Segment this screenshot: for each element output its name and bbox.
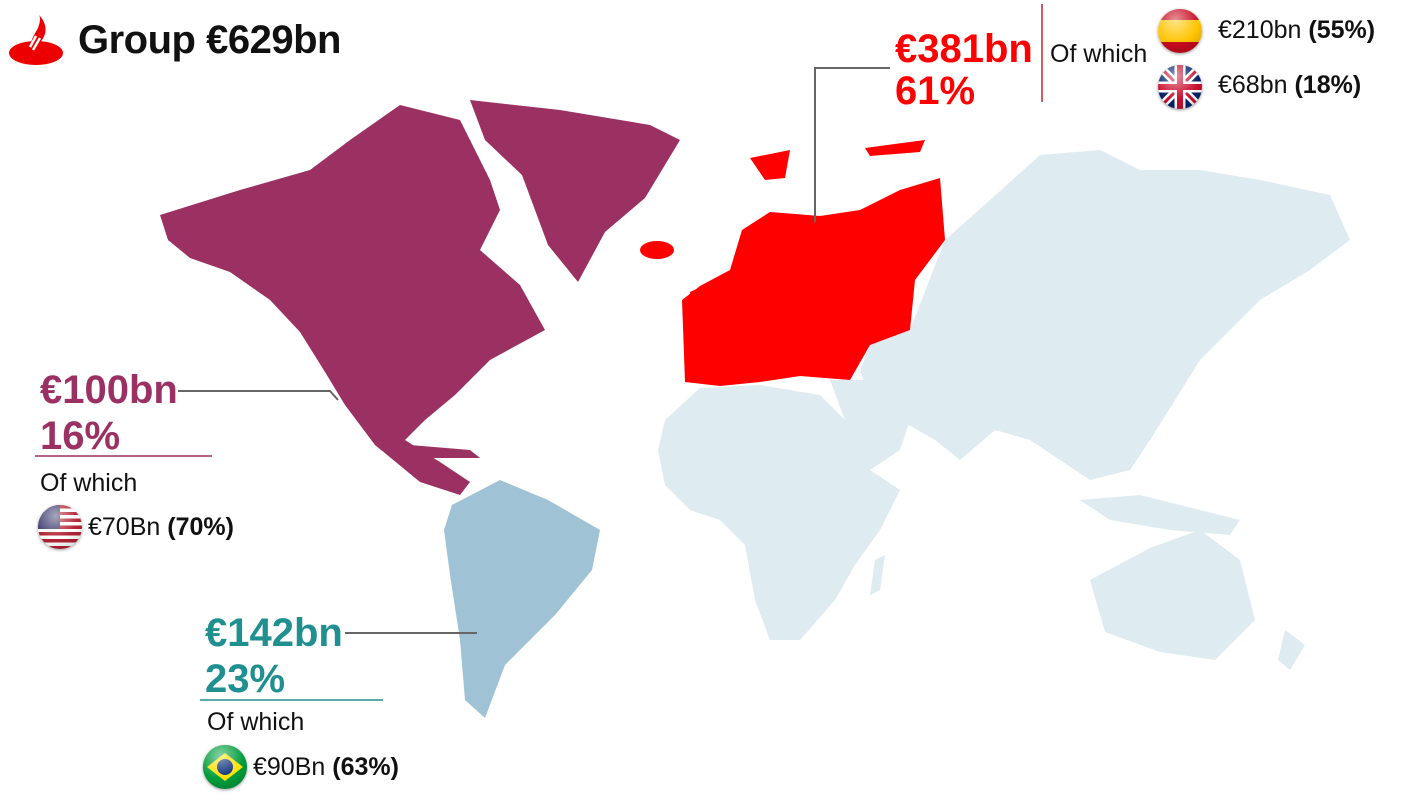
south-america-of-which: Of which: [207, 708, 305, 736]
new-zealand: [1278, 630, 1305, 670]
europe-share: 61%: [895, 69, 976, 113]
uk-flag-icon: [1158, 65, 1202, 109]
other-regions: [658, 150, 1350, 670]
north-america-amount: €100bn: [40, 368, 178, 412]
spain-amount: €210bn: [1218, 16, 1302, 44]
north-america-landmass: [160, 105, 545, 495]
spain-value: €210bn (55%): [1218, 15, 1375, 45]
madagascar: [870, 555, 885, 595]
uk-value: €68bn (18%): [1218, 70, 1361, 100]
uk-ireland: [690, 285, 712, 325]
asia-landmass: [860, 150, 1350, 480]
brazil-flag-icon: [203, 745, 247, 789]
brazil-amount: €90Bn: [253, 753, 326, 781]
spain-share: (55%): [1308, 16, 1376, 44]
caribbean: [410, 445, 480, 458]
north-america-region: [160, 100, 680, 495]
australia-landmass: [1090, 530, 1255, 660]
middle-east: [830, 380, 910, 470]
brazil-share: (63%): [332, 753, 399, 781]
uk-share: (18%): [1294, 71, 1362, 99]
iceland: [640, 241, 674, 259]
uk-amount: €68bn: [1218, 71, 1288, 99]
europe-amount: €381bn: [895, 27, 1033, 71]
north-america-of-which: Of which: [40, 469, 138, 497]
santander-flame-logo: [9, 15, 63, 65]
europe-of-which: Of which: [1050, 40, 1148, 68]
spain-flag-icon: [1158, 9, 1202, 53]
south-america-region: [444, 480, 600, 718]
europe-region: [640, 140, 945, 386]
north-america-share: 16%: [40, 414, 121, 458]
page-title: Group €629bn: [78, 18, 341, 62]
brazil-value: €90Bn (63%): [253, 752, 399, 782]
arctic-islands: [865, 140, 925, 156]
usa-flag-icon: [38, 505, 82, 549]
usa-value: €70Bn (70%): [88, 512, 234, 542]
greenland: [470, 100, 680, 282]
southeast-asia-islands: [1080, 495, 1240, 535]
svalbard: [750, 150, 790, 180]
north-america-callout-line: [178, 390, 339, 401]
africa-landmass: [658, 385, 900, 640]
usa-share: (70%): [167, 513, 234, 541]
south-america-amount: €142bn: [205, 611, 343, 655]
usa-amount: €70Bn: [88, 513, 161, 541]
south-america-share: 23%: [205, 657, 286, 701]
europe-russia-landmass: [682, 178, 945, 386]
europe-callout-line: [814, 67, 890, 222]
